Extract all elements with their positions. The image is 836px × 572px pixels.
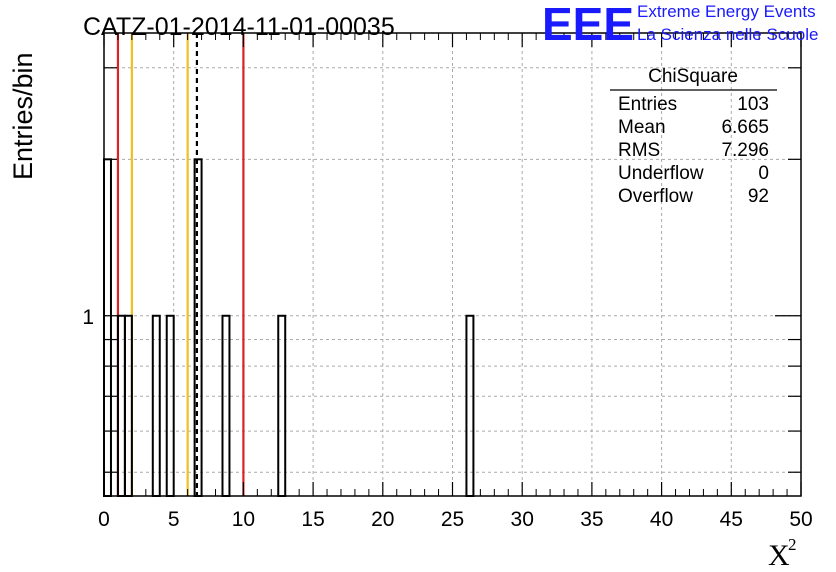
x-tick-label: 5	[168, 508, 180, 531]
x-axis-label-superscript: 2	[788, 535, 797, 554]
histogram-bin	[465, 314, 475, 497]
x-tick-label: 30	[511, 508, 534, 531]
stats-label: Overflow	[618, 186, 693, 207]
x-tick-label: 40	[650, 508, 673, 531]
x-tick-label: 15	[301, 508, 324, 531]
grid-lines	[104, 33, 801, 496]
stats-box-title: ChiSquare	[648, 66, 738, 87]
stats-rows: Entries 103 Mean 6.665 RMS 7.296 Underflow 0 Ove…	[618, 94, 769, 207]
histogram-bars	[103, 158, 475, 497]
x-tick-label: 10	[232, 508, 255, 531]
reference-lines	[116, 33, 245, 496]
stats-label: RMS	[618, 140, 660, 161]
histogram-bin	[193, 158, 203, 497]
stats-value: 0	[758, 163, 769, 184]
y-axis-label: Entries/bin	[8, 52, 38, 180]
histogram-bin	[103, 158, 112, 497]
histogram-bin	[221, 314, 231, 497]
eee-logo: EEE	[542, 0, 634, 50]
x-tick-label: 45	[720, 508, 743, 531]
stats-label: Entries	[618, 94, 677, 115]
histogram-bin	[277, 314, 287, 497]
x-tick-label: 25	[441, 508, 464, 531]
plot-frame	[103, 32, 802, 497]
x-tick-label: 20	[371, 508, 394, 531]
stats-value: 6.665	[721, 117, 769, 138]
histogram-bin	[151, 314, 161, 497]
stats-value: 92	[748, 186, 769, 207]
x-axis-label: X	[768, 539, 790, 572]
histogram-bin	[165, 314, 175, 497]
x-tick-label: 0	[98, 508, 110, 531]
logo-line-1: Extreme Energy Events	[637, 2, 816, 21]
stats-label: Mean	[618, 117, 666, 138]
stats-box: ChiSquare Entries 103 Mean 6.665 RMS 7.296 Und…	[610, 66, 777, 207]
x-tick-label: 35	[580, 508, 603, 531]
axis-ticks: 0 5 10 15 20 25 30 35 40 45 50 1	[82, 33, 813, 531]
logo-line-2: La Scienza nelle Scuole	[637, 25, 818, 44]
stats-value: 7.296	[721, 140, 769, 161]
y-tick-label: 1	[82, 306, 94, 329]
chart-title: CATZ-01-2014-11-01-00035	[83, 13, 395, 41]
stats-label: Underflow	[618, 163, 704, 184]
x-tick-label: 50	[789, 508, 812, 531]
stats-value: 103	[737, 94, 769, 115]
